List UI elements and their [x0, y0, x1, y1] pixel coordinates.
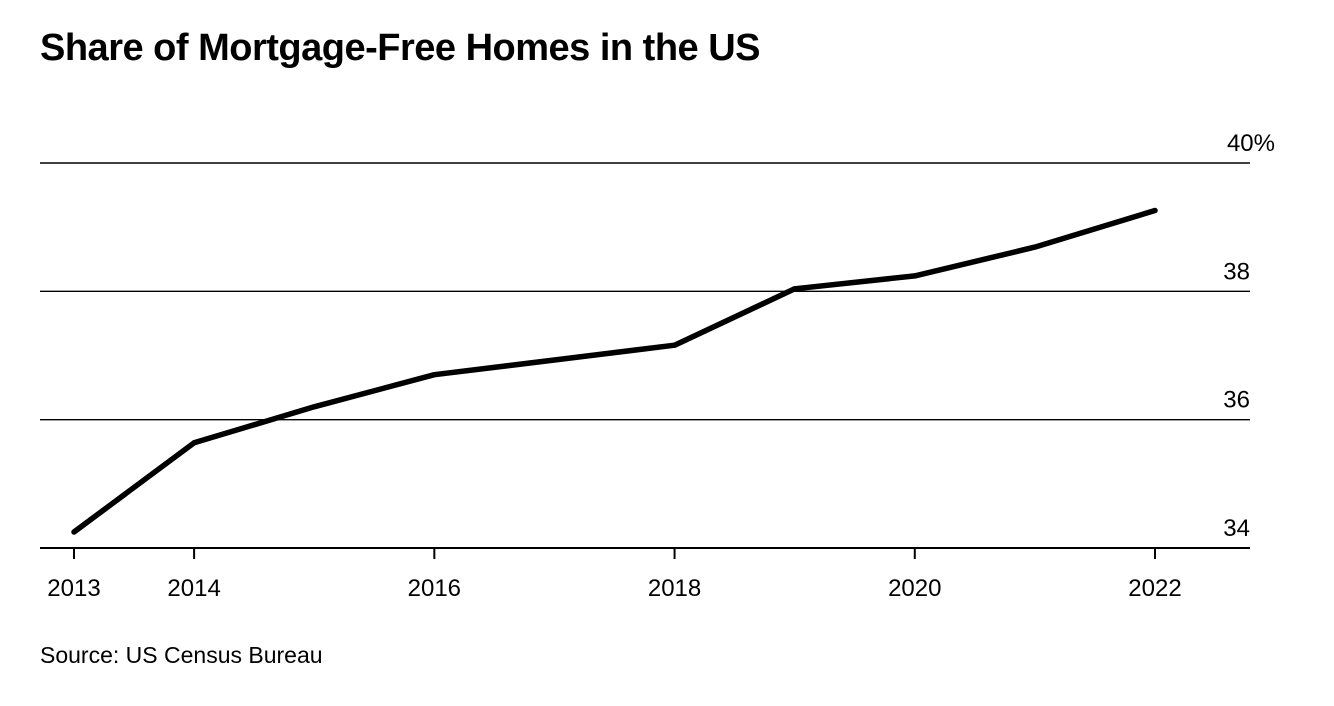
series-line: [71, 207, 1158, 535]
x-tick-label: 2020: [888, 575, 941, 602]
x-tick-label: 2018: [648, 575, 701, 602]
data-point: [1152, 207, 1158, 213]
y-tick-label: 34: [1223, 515, 1250, 542]
x-tick-label: 2022: [1128, 575, 1181, 602]
x-tick-label: 2013: [47, 575, 100, 602]
data-point: [672, 342, 678, 348]
y-tick-label: 40%: [1227, 130, 1275, 157]
x-tick-label: 2014: [167, 575, 220, 602]
chart-title: Share of Mortgage-Free Homes in the US: [40, 27, 761, 69]
data-point: [191, 440, 197, 446]
data-point: [311, 404, 317, 410]
data-point: [551, 357, 557, 363]
data-point: [431, 372, 437, 378]
data-point: [912, 273, 918, 279]
y-tick-label: 36: [1223, 387, 1250, 414]
x-tick-label: 2016: [408, 575, 461, 602]
data-point: [1032, 244, 1038, 250]
y-tick-label: 38: [1223, 258, 1250, 285]
data-point: [71, 529, 77, 535]
chart-source: Source: US Census Bureau: [40, 642, 323, 668]
data-point: [792, 286, 798, 292]
